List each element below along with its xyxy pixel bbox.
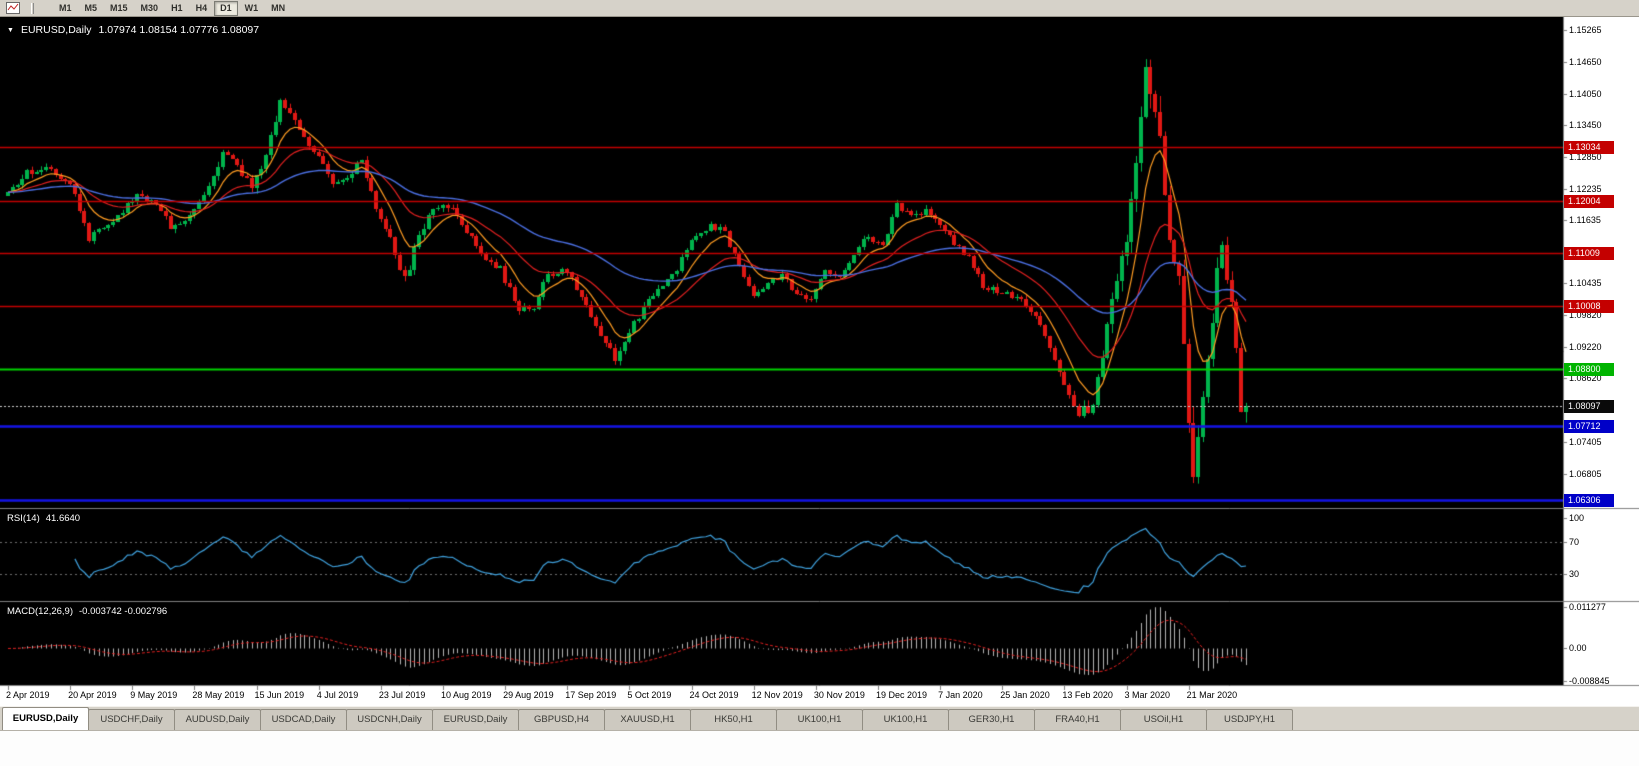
chart-tab-1[interactable]: USDCHF,Daily xyxy=(88,709,175,730)
chart-tab-3[interactable]: USDCAD,Daily xyxy=(260,709,347,730)
date-axis-label: 4 Jul 2019 xyxy=(316,690,359,700)
timeframe-button-w1[interactable]: W1 xyxy=(244,2,259,13)
rsi-value: 41.6640 xyxy=(45,513,81,524)
price-axis-label: 1.09820 xyxy=(1569,310,1602,321)
price-axis-label: 1.13450 xyxy=(1569,120,1602,131)
date-axis-label: 21 Mar 2020 xyxy=(1186,690,1238,700)
date-axis-label: 25 Jan 2020 xyxy=(1000,690,1050,700)
date-axis-label: 12 Nov 2019 xyxy=(751,690,803,700)
toolbar-grip[interactable] xyxy=(31,2,34,14)
date-axis-label: 17 Sep 2019 xyxy=(565,690,617,700)
chart-title: ▼ EURUSD,Daily 1.07974 1.08154 1.07776 1… xyxy=(7,24,259,36)
price-badge-1.07712: 1.07712 xyxy=(1564,419,1614,433)
price-badge-1.11009: 1.11009 xyxy=(1564,247,1614,261)
date-axis-label: 19 Dec 2019 xyxy=(875,690,927,700)
date-axis-label: 24 Oct 2019 xyxy=(689,690,739,700)
date-axis-label: 2 Apr 2019 xyxy=(6,690,50,700)
price-badge-1.12004: 1.12004 xyxy=(1564,194,1614,208)
chart-tabs-bar: EURUSD,Daily USDCHF,Daily AUDUSD,Daily USDC… xyxy=(0,706,1639,730)
chart-tab-4[interactable]: USDCNH,Daily xyxy=(346,709,433,730)
rsi-axis-label: 70 xyxy=(1569,537,1580,547)
collapse-icon[interactable]: ▼ xyxy=(7,26,14,34)
date-axis-label: 28 May 2019 xyxy=(192,690,245,700)
price-badge-1.06306: 1.06306 xyxy=(1564,493,1614,507)
timeframe-button-h4[interactable]: H4 xyxy=(195,2,208,13)
date-axis-label: 10 Aug 2019 xyxy=(440,690,492,700)
price-axis-label: 1.12850 xyxy=(1569,151,1602,162)
date-axis-label: 23 Jul 2019 xyxy=(378,690,426,700)
rsi-name: RSI(14) xyxy=(7,513,40,524)
timeframe-button-m1[interactable]: M1 xyxy=(59,2,72,13)
date-axis-label: 3 Mar 2020 xyxy=(1124,690,1171,700)
macd-values: -0.003742 -0.002796 xyxy=(79,606,168,617)
price-axis-label: 1.09220 xyxy=(1569,341,1602,352)
price-axis-label: 1.14050 xyxy=(1569,88,1602,99)
date-axis-label: 29 Aug 2019 xyxy=(503,690,554,700)
price-axis-label: 1.14650 xyxy=(1569,57,1602,68)
price-axis-label: 1.15265 xyxy=(1569,25,1602,35)
rsi-indicator-label: RSI(14) 41.6640 xyxy=(7,513,80,524)
rsi-axis-label: 100 xyxy=(1569,513,1585,523)
date-axis-label: 9 May 2019 xyxy=(130,690,178,700)
date-axis-label: 5 Oct 2019 xyxy=(627,690,672,700)
price-axis-label: 1.06805 xyxy=(1569,468,1602,479)
date-axis-label: 15 Jun 2019 xyxy=(254,690,305,700)
macd-axis-label: 0.011277 xyxy=(1569,602,1606,612)
chart-tab-14[interactable]: USDJPY,H1 xyxy=(1206,709,1293,730)
date-axis-label: 7 Jan 2020 xyxy=(938,690,983,700)
chart-tab-10[interactable]: UK100,H1 xyxy=(862,709,949,730)
macd-axis-label: 0.00 xyxy=(1569,643,1587,654)
timeframe-button-h1[interactable]: H1 xyxy=(171,2,183,13)
date-axis-label: 20 Apr 2019 xyxy=(68,690,117,700)
timeframe-button-mn[interactable]: MN xyxy=(271,2,286,13)
chart-tab-0[interactable]: EURUSD,Daily xyxy=(2,707,89,730)
price-badge-1.10008: 1.10008 xyxy=(1564,299,1614,313)
chart-icon-glyph xyxy=(6,2,20,14)
status-bar xyxy=(0,730,1639,766)
chart-tab-7[interactable]: XAUUSD,H1 xyxy=(604,709,691,730)
price-axis-label: 1.12235 xyxy=(1569,183,1602,194)
chart-tabs: EURUSD,Daily USDCHF,Daily AUDUSD,Daily USDC… xyxy=(2,707,1293,730)
macd-name: MACD(12,26,9) xyxy=(7,606,73,617)
price-axis-label: 1.07405 xyxy=(1569,437,1602,448)
timeframe-button-m15[interactable]: M15 xyxy=(110,2,128,13)
chart-tab-8[interactable]: HK50,H1 xyxy=(690,709,777,730)
chart-tab-9[interactable]: UK100,H1 xyxy=(776,709,863,730)
chart-ohlc-values: 1.07974 1.08154 1.07776 1.08097 xyxy=(98,24,260,36)
price-axis-label: 1.11635 xyxy=(1569,215,1601,226)
timeframe-button-m5[interactable]: M5 xyxy=(84,2,98,13)
rsi-axis-label: 30 xyxy=(1569,569,1580,579)
chart-window: ▼ EURUSD,Daily 1.07974 1.08154 1.07776 1… xyxy=(0,17,1639,706)
chart-tab-5[interactable]: EURUSD,Daily xyxy=(432,709,519,730)
macd-axis-label: -0.008845 xyxy=(1569,676,1610,686)
chart-tab-12[interactable]: FRA40,H1 xyxy=(1034,709,1121,730)
date-axis-label: 30 Nov 2019 xyxy=(813,690,865,700)
price-badge-1.08800: 1.08800 xyxy=(1564,362,1614,376)
timeframe-buttons: M1 M5 M15 M30 H1 H4 D1 W1 MN xyxy=(53,0,292,16)
chart-canvas[interactable] xyxy=(0,17,1639,706)
timeframe-button-d1[interactable]: D1 xyxy=(214,0,238,16)
chart-tab-11[interactable]: GER30,H1 xyxy=(948,709,1035,730)
chart-tab-6[interactable]: GBPUSD,H4 xyxy=(518,709,605,730)
chart-tab-2[interactable]: AUDUSD,Daily xyxy=(174,709,261,730)
date-axis-label: 13 Feb 2020 xyxy=(1062,690,1113,700)
chart-icon[interactable] xyxy=(6,2,22,15)
price-axis-label: 1.08620 xyxy=(1569,373,1602,384)
chart-tab-13[interactable]: USOil,H1 xyxy=(1120,709,1207,730)
timeframe-toolbar: M1 M5 M15 M30 H1 H4 D1 W1 MN xyxy=(0,0,1639,17)
timeframe-button-m30[interactable]: M30 xyxy=(140,2,159,13)
price-badge-1.13034: 1.13034 xyxy=(1564,140,1614,154)
chart-symbol-period: EURUSD,Daily xyxy=(20,24,92,36)
macd-indicator-label: MACD(12,26,9) -0.003742 -0.002796 xyxy=(7,606,167,617)
price-badge-1.08097: 1.08097 xyxy=(1564,399,1614,413)
price-axis-label: 1.10435 xyxy=(1569,278,1602,289)
